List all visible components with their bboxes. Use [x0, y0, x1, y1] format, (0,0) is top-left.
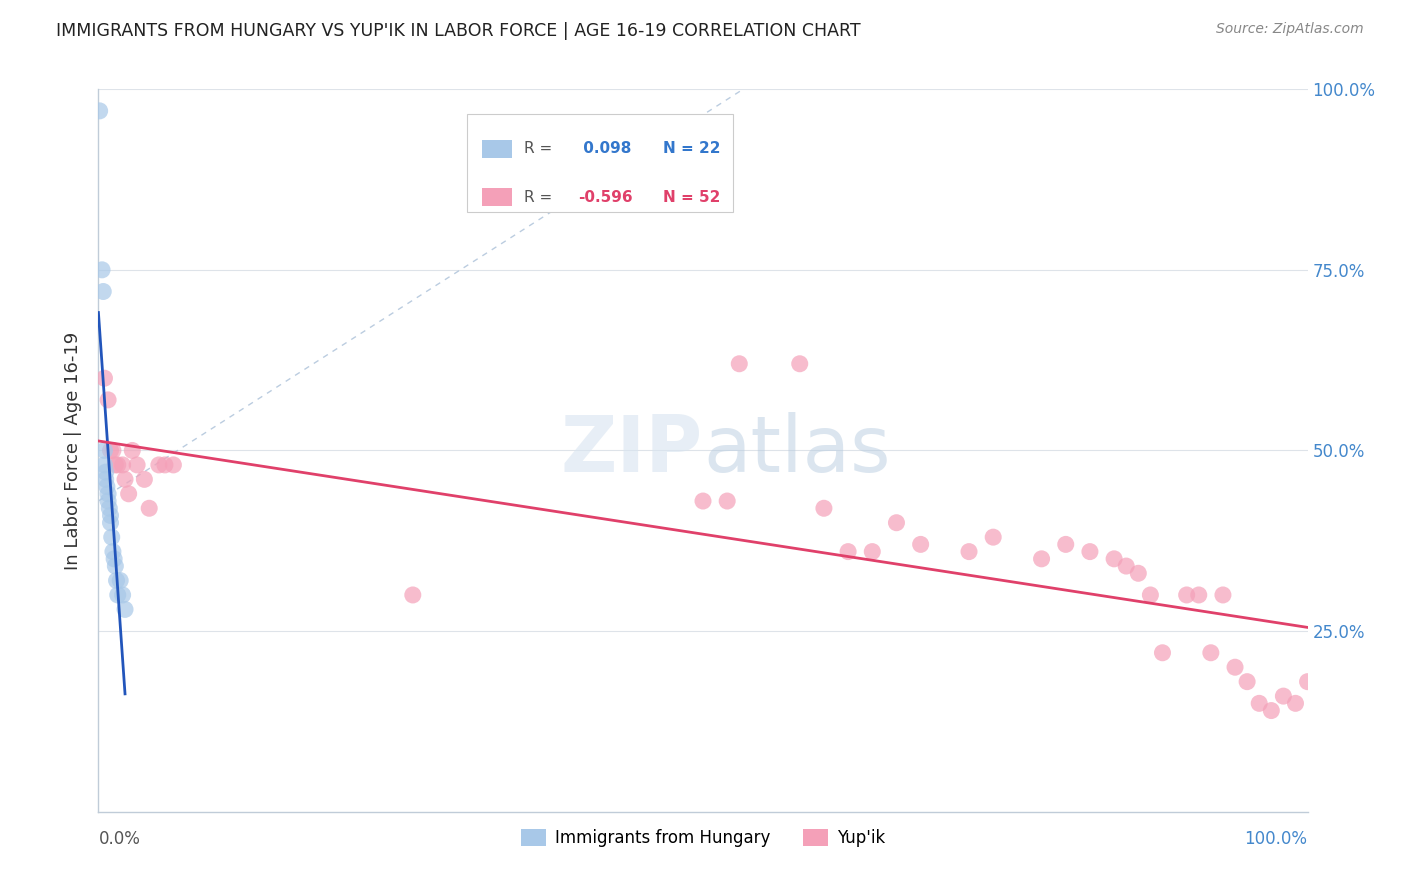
Point — [114, 602, 136, 616]
Point — [97, 392, 120, 407]
Point — [118, 487, 141, 501]
Text: R =: R = — [524, 190, 557, 205]
Point — [108, 574, 131, 588]
Point — [860, 544, 883, 558]
Legend: Immigrants from Hungary, Yup'ik: Immigrants from Hungary, Yup'ik — [515, 822, 891, 854]
Point — [91, 262, 114, 277]
Text: ZIP: ZIP — [561, 412, 703, 489]
Text: -0.596: -0.596 — [578, 190, 633, 205]
Point — [89, 103, 111, 118]
Point — [100, 508, 122, 523]
Point — [1115, 559, 1137, 574]
Point — [98, 501, 121, 516]
Point — [1175, 588, 1198, 602]
Text: N = 22: N = 22 — [664, 141, 721, 156]
Point — [1139, 588, 1161, 602]
Point — [100, 530, 122, 544]
Point — [105, 574, 128, 588]
Point — [837, 544, 859, 558]
Text: 0.098: 0.098 — [578, 141, 631, 156]
Point — [94, 472, 117, 486]
Point — [789, 357, 811, 371]
Point — [1152, 646, 1174, 660]
Point — [121, 443, 143, 458]
Point — [93, 458, 115, 472]
Point — [886, 516, 908, 530]
Point — [1284, 696, 1306, 710]
Point — [97, 494, 120, 508]
Point — [716, 494, 738, 508]
Point — [114, 472, 136, 486]
Text: IMMIGRANTS FROM HUNGARY VS YUP'IK IN LABOR FORCE | AGE 16-19 CORRELATION CHART: IMMIGRANTS FROM HUNGARY VS YUP'IK IN LAB… — [56, 22, 860, 40]
Point — [1054, 537, 1077, 551]
Point — [104, 458, 127, 472]
Point — [1031, 551, 1053, 566]
Point — [101, 544, 124, 558]
Text: 0.0%: 0.0% — [98, 830, 141, 848]
Bar — [482, 139, 512, 158]
Point — [1078, 544, 1101, 558]
Point — [127, 458, 149, 472]
Point — [96, 480, 118, 494]
Point — [1188, 588, 1211, 602]
Point — [957, 544, 980, 558]
Point — [107, 588, 129, 602]
Point — [402, 588, 425, 602]
Point — [134, 472, 156, 486]
Point — [1212, 588, 1234, 602]
Point — [93, 371, 115, 385]
Point — [728, 357, 751, 371]
Point — [91, 285, 114, 299]
Point — [1128, 566, 1150, 581]
Point — [93, 443, 115, 458]
Point — [1296, 674, 1319, 689]
Point — [910, 537, 932, 551]
Text: N = 52: N = 52 — [664, 190, 720, 205]
Point — [94, 465, 117, 479]
Point — [138, 501, 160, 516]
Point — [111, 588, 134, 602]
Point — [107, 458, 129, 472]
Point — [100, 516, 122, 530]
Point — [692, 494, 714, 508]
Point — [1199, 646, 1222, 660]
Point — [1236, 674, 1258, 689]
Point — [111, 458, 134, 472]
Point — [101, 443, 124, 458]
Text: atlas: atlas — [703, 412, 890, 489]
Point — [813, 501, 835, 516]
Point — [1249, 696, 1271, 710]
Bar — [482, 188, 512, 206]
Point — [97, 487, 120, 501]
Point — [162, 458, 184, 472]
Point — [148, 458, 170, 472]
Text: 100.0%: 100.0% — [1244, 830, 1308, 848]
Point — [1102, 551, 1125, 566]
Point — [100, 443, 122, 458]
FancyBboxPatch shape — [467, 114, 734, 212]
Point — [1260, 704, 1282, 718]
Point — [103, 551, 125, 566]
Text: Source: ZipAtlas.com: Source: ZipAtlas.com — [1216, 22, 1364, 37]
Point — [981, 530, 1004, 544]
Y-axis label: In Labor Force | Age 16-19: In Labor Force | Age 16-19 — [65, 331, 83, 570]
Text: R =: R = — [524, 141, 557, 156]
Point — [1223, 660, 1246, 674]
Point — [104, 559, 127, 574]
Point — [153, 458, 176, 472]
Point — [1272, 689, 1295, 703]
